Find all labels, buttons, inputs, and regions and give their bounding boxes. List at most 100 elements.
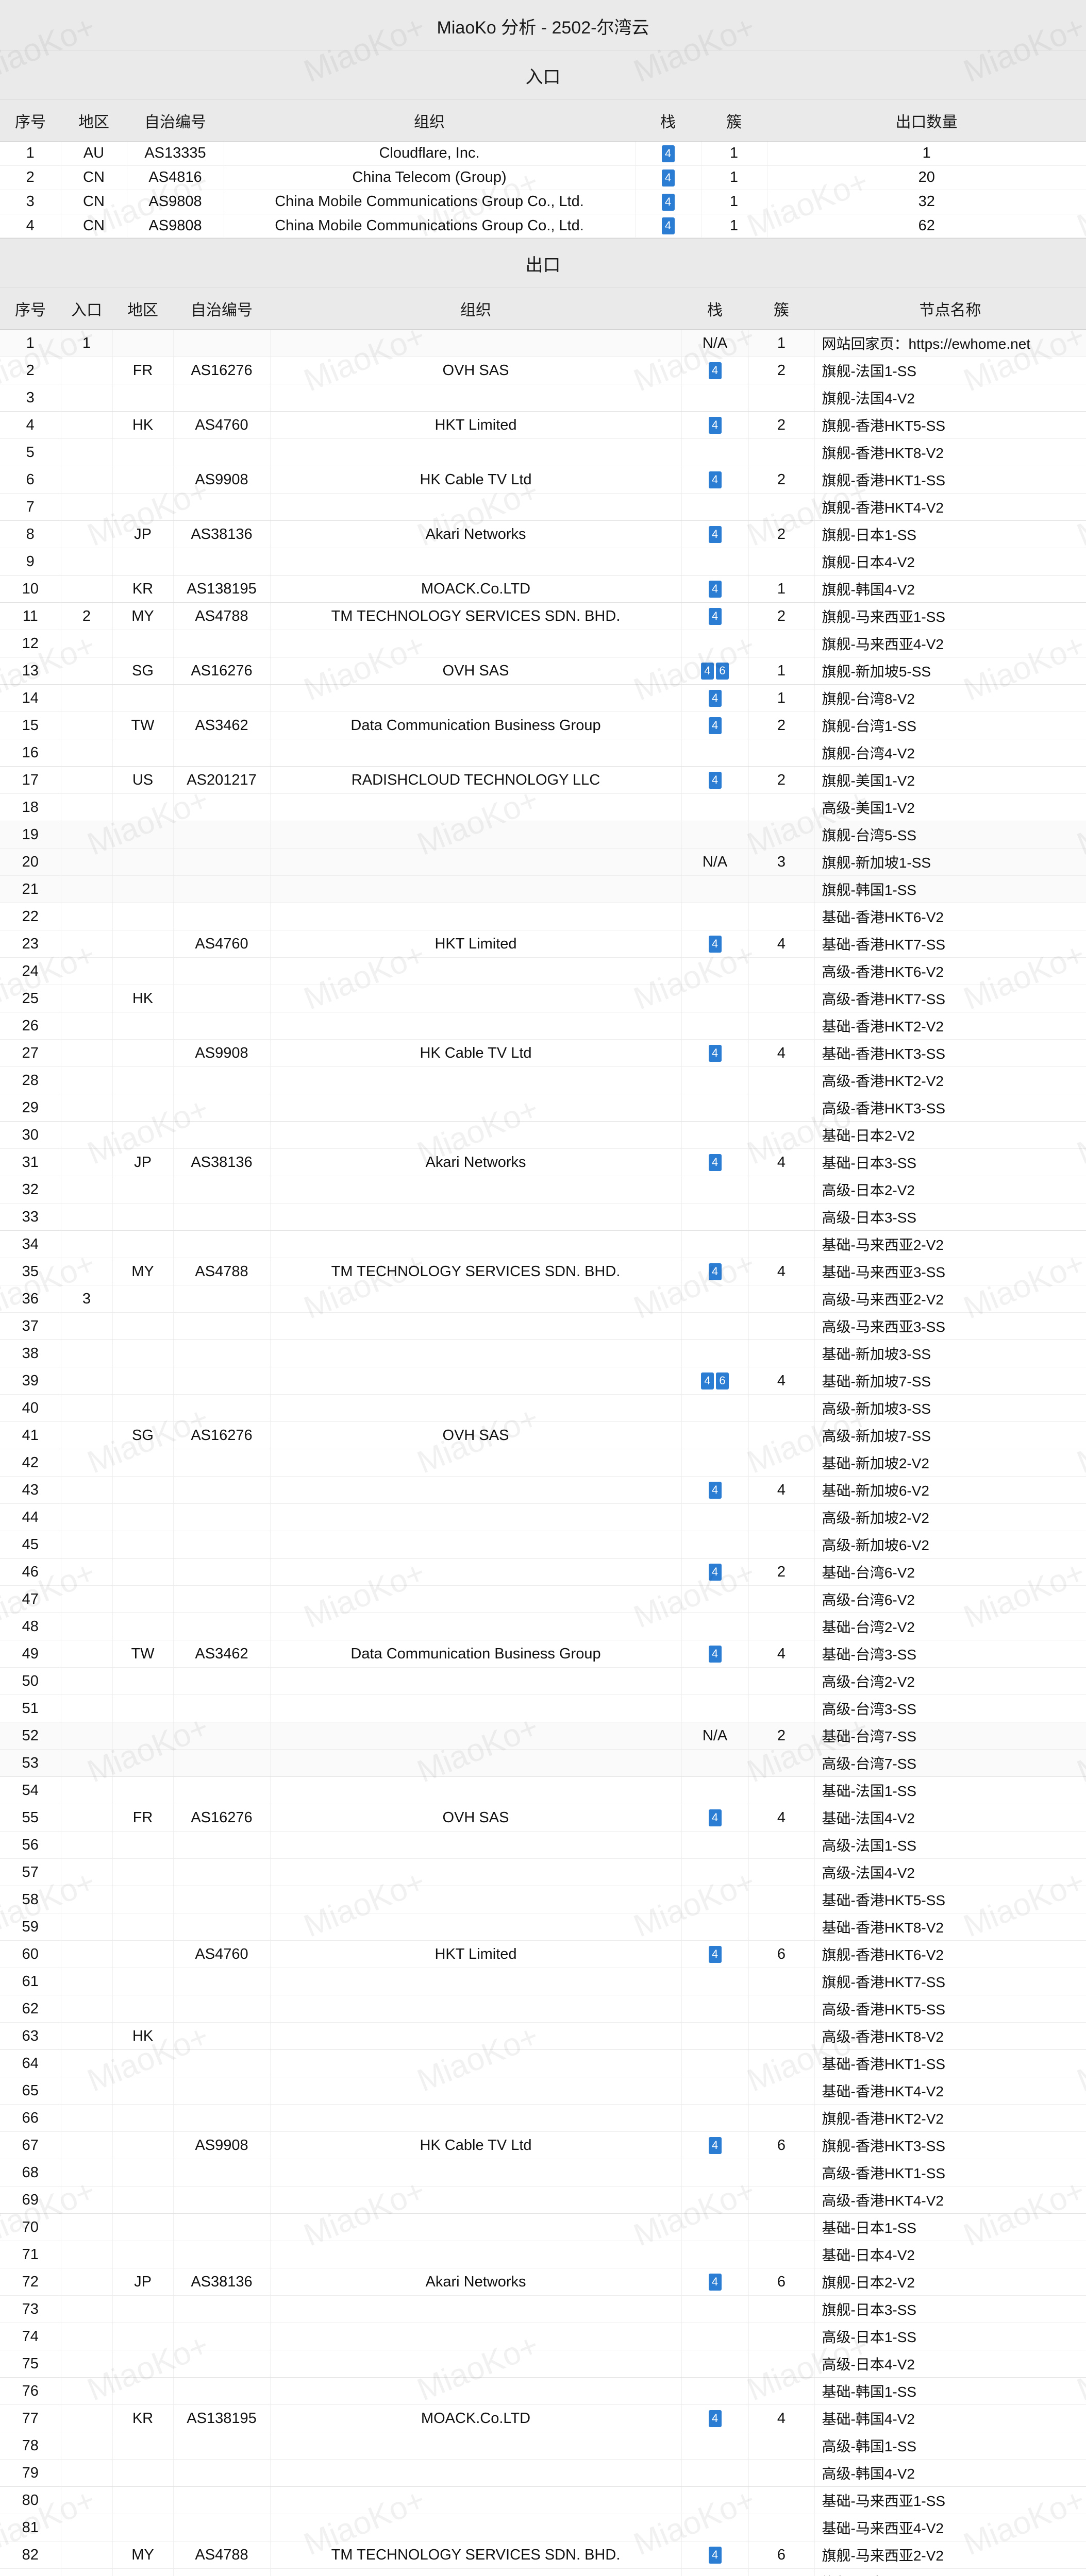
exit-region <box>112 1667 174 1696</box>
exit-node-name: 基础-新加坡7-SS <box>814 1367 1086 1395</box>
exit-cluster <box>748 1858 815 1887</box>
exit-entry-ref <box>61 657 113 685</box>
exit-asn: AS4760 <box>173 1940 271 1969</box>
stack-cell: 4 <box>635 141 701 166</box>
exit-no: 5 <box>0 438 61 467</box>
exit-node-name: 高级-新加坡2-V2 <box>814 1503 1086 1532</box>
exit-no: 12 <box>0 630 61 658</box>
exit-no: 18 <box>0 793 61 822</box>
table-row: 22 基础-香港HKT6-V2 <box>0 903 1086 931</box>
exit-entry-ref <box>61 711 113 740</box>
exit-region <box>112 1176 174 1204</box>
exit-node-name: 高级-日本3-SS <box>814 1203 1086 1231</box>
entry-org: Cloudflare, Inc. <box>224 141 636 166</box>
exit-cluster <box>748 2159 815 2187</box>
exit-region: JP <box>112 520 174 549</box>
exit-org: Data Communication Business Group <box>270 711 682 740</box>
stack-badge: 4 <box>708 608 722 625</box>
exit-org <box>270 1094 682 1122</box>
exit-node-name: 旗舰-美国1-V2 <box>814 766 1086 794</box>
exit-cluster: 2 <box>748 1722 815 1750</box>
exit-cluster <box>748 1066 815 1095</box>
exit-cluster <box>748 1667 815 1696</box>
table-row: 45 高级-新加坡6-V2 <box>0 1531 1086 1559</box>
exit-node-name: 旗舰-日本3-SS <box>814 2295 1086 2324</box>
exit-asn <box>173 875 271 904</box>
stack-cell <box>681 903 749 931</box>
exit-no: 64 <box>0 2049 61 2078</box>
exit-org <box>270 2241 682 2269</box>
stack-cell <box>681 2022 749 2050</box>
exit-cluster <box>748 1203 815 1231</box>
exit-cluster <box>748 630 815 658</box>
exit-asn <box>173 493 271 521</box>
exit-col-1: 入口 <box>61 288 112 330</box>
exit-no: 1 <box>0 329 61 358</box>
table-row: 60 AS4760 HKT Limited 4 6 旗舰-香港HKT6-V2 <box>0 1940 1086 1969</box>
exit-entry-ref <box>61 1749 113 1777</box>
exit-table: 序号 入口 地区 自治编号 组织栈簇节点名称 1 1 N/A 1 网站回家页：https://e… <box>0 288 1086 2576</box>
exit-cluster: 6 <box>748 2268 815 2296</box>
exit-region: SG <box>112 1421 174 1450</box>
exit-entry-ref <box>61 2268 113 2296</box>
exit-entry-ref <box>61 357 113 385</box>
exit-asn <box>173 1995 271 2023</box>
exit-node-name: 基础-日本2-V2 <box>814 1121 1086 1149</box>
exit-col-6: 簇 <box>748 288 814 330</box>
exit-org <box>270 630 682 658</box>
exit-org <box>270 2568 682 2576</box>
exit-asn <box>173 329 271 358</box>
stack-cell: 4 <box>681 2404 749 2433</box>
exit-region <box>112 1749 174 1777</box>
stack-cell <box>681 1585 749 1614</box>
exit-org <box>270 1913 682 1941</box>
stack-cell <box>681 957 749 986</box>
exit-region <box>112 1312 174 1341</box>
exit-asn <box>173 1121 271 1149</box>
exit-region <box>112 903 174 931</box>
exit-region <box>112 848 174 876</box>
exit-entry-ref <box>61 1694 113 1723</box>
stack-badge: 4 <box>708 772 722 789</box>
exit-cluster <box>748 1968 815 1996</box>
exit-no: 55 <box>0 1804 61 1832</box>
table-row: 67 AS9908 HK Cable TV Ltd 4 6 旗舰-香港HKT3-SS <box>0 2131 1086 2160</box>
exit-region: KR <box>112 575 174 603</box>
exit-node-name: 高级-韩国4-V2 <box>814 2459 1086 2487</box>
entry-exit-count: 62 <box>767 214 1086 239</box>
exit-node-name: 基础-香港HKT1-SS <box>814 2049 1086 2078</box>
exit-org <box>270 1394 682 1422</box>
exit-entry-ref: 2 <box>61 602 113 631</box>
exit-node-name: 基础-法国1-SS <box>814 1776 1086 1805</box>
exit-no: 59 <box>0 1913 61 1941</box>
exit-cluster <box>748 1776 815 1805</box>
exit-entry-ref <box>61 411 113 439</box>
stack-cell <box>681 1012 749 1040</box>
exit-no: 24 <box>0 957 61 986</box>
stack-cell: 4 <box>681 2131 749 2160</box>
stack-cell: 4 <box>681 684 749 713</box>
exit-entry-ref <box>61 1585 113 1614</box>
stack-badge: 4 <box>708 362 722 380</box>
exit-org: HKT Limited <box>270 411 682 439</box>
exit-node-name: 高级-香港HKT6-V2 <box>814 957 1086 986</box>
exit-node-name: 旗舰-日本2-V2 <box>814 2268 1086 2296</box>
stack-cell <box>681 1312 749 1341</box>
exit-asn: AS138195 <box>173 575 271 603</box>
exit-region: JP <box>112 1148 174 1177</box>
exit-entry-ref <box>61 848 113 876</box>
exit-node-name: 高级-香港HKT1-SS <box>814 2159 1086 2187</box>
exit-entry-ref <box>61 2131 113 2160</box>
exit-asn <box>173 2213 271 2242</box>
exit-entry-ref <box>61 2486 113 2515</box>
entry-no: 1 <box>0 141 61 166</box>
table-row: 20 N/A 3 旗舰-新加坡1-SS <box>0 848 1086 876</box>
exit-entry-ref <box>61 1367 113 1395</box>
exit-asn <box>173 630 271 658</box>
exit-cluster <box>748 1230 815 1259</box>
exit-asn <box>173 848 271 876</box>
entry-org: China Telecom (Group) <box>224 165 636 190</box>
exit-asn <box>173 2049 271 2078</box>
